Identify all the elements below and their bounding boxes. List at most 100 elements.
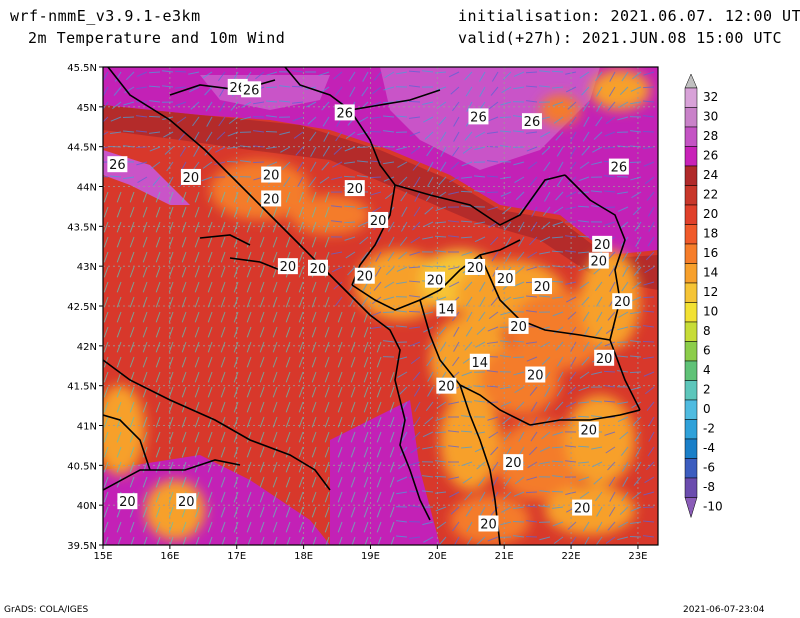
- wind-barb: [525, 71, 538, 74]
- wind-barb: [285, 401, 291, 413]
- wind-barb: [181, 296, 187, 308]
- wind-barb: [384, 281, 395, 289]
- wind-barb: [422, 101, 434, 105]
- wind-barb: [129, 521, 135, 533]
- wind-barb: [632, 71, 642, 80]
- wind-barb: [129, 251, 135, 263]
- wind-barb: [175, 101, 187, 107]
- wind-barb: [376, 431, 382, 443]
- wind-barb: [567, 386, 577, 395]
- wind-barb: [551, 250, 564, 253]
- wind-barb: [193, 146, 200, 157]
- wind-barb: [399, 236, 408, 246]
- wind-barb: [389, 386, 395, 398]
- wind-barb: [427, 386, 434, 397]
- wind-barb: [634, 431, 642, 442]
- wind-barb: [142, 326, 148, 338]
- wind-barb: [292, 116, 304, 122]
- contour-label: 20: [467, 261, 484, 276]
- wind-barb: [376, 356, 382, 368]
- wind-barb: [207, 191, 213, 203]
- wind-barb: [125, 71, 135, 81]
- wind-barb: [565, 491, 577, 495]
- wind-barb: [297, 176, 304, 187]
- wind-barb: [499, 116, 512, 119]
- wind-barb: [383, 161, 395, 165]
- wind-barb: [155, 491, 161, 503]
- contour-label: 20: [370, 214, 387, 229]
- wind-barb: [142, 341, 148, 353]
- lat-tick-label: 43N: [77, 262, 97, 273]
- lat-tick-label: 40N: [77, 501, 97, 512]
- wind-barb: [426, 356, 434, 367]
- wind-barb: [103, 116, 109, 123]
- wind-barb: [205, 131, 213, 142]
- wind-barb: [311, 326, 317, 338]
- wind-barb: [570, 356, 577, 367]
- contour-label-box: [495, 270, 516, 287]
- wind-barb: [181, 356, 187, 368]
- wind-barb: [595, 116, 603, 127]
- wind-barb: [389, 446, 395, 458]
- wind-barb: [311, 431, 317, 443]
- wind-barb: [103, 491, 109, 503]
- wind-barb: [526, 476, 538, 481]
- wind-barb: [181, 446, 187, 458]
- wind-barb: [435, 491, 447, 494]
- wind-barb: [646, 191, 655, 201]
- wind-barb: [517, 236, 525, 247]
- wind-barb: [422, 446, 434, 450]
- wind-barb: [361, 296, 369, 307]
- wind-barb: [630, 340, 642, 343]
- wind-barb: [116, 206, 122, 218]
- wind-barb: [337, 521, 343, 533]
- contour-label-box: [261, 190, 282, 207]
- wind-barb: [475, 131, 486, 138]
- wind-barb: [311, 356, 317, 368]
- lat-tick-label: 40.5N: [67, 461, 97, 472]
- wind-barb: [246, 206, 252, 218]
- wind-barb: [513, 296, 525, 300]
- wind-barb: [103, 251, 109, 263]
- wind-barb: [518, 431, 525, 442]
- wind-barb: [465, 296, 473, 307]
- wind-barb: [593, 341, 603, 350]
- wind-barb: [409, 131, 421, 137]
- wind-barb: [207, 281, 213, 293]
- wind-barb: [409, 85, 421, 88]
- wind-barb: [462, 146, 473, 154]
- wind-barb: [246, 401, 252, 413]
- lat-tick-label: 45.5N: [67, 63, 97, 74]
- wind-barb: [220, 311, 226, 323]
- wind-barb: [259, 266, 265, 278]
- wind-barb: [285, 341, 291, 353]
- contour-label-box: [588, 252, 609, 269]
- wind-barb: [181, 311, 187, 323]
- wind-barb: [265, 86, 278, 89]
- wind-barb: [487, 160, 499, 163]
- wind-barb: [460, 190, 473, 193]
- wind-barb: [453, 131, 460, 142]
- wind-barb: [363, 326, 369, 338]
- wind-barb: [541, 356, 551, 365]
- wind-barb: [246, 221, 252, 233]
- wind-barb: [504, 476, 512, 487]
- wind-barb: [202, 71, 213, 79]
- longitude-axis: 15E 16E 17E 18E 19E 20E 21E 22E 23E: [93, 545, 647, 562]
- wind-barb: [385, 191, 395, 200]
- wind-barb: [220, 461, 226, 473]
- wind-barb: [608, 506, 616, 517]
- wind-barb: [194, 386, 200, 398]
- wind-barb: [539, 446, 551, 453]
- wind-barb: [259, 221, 265, 233]
- wind-barb: [453, 326, 460, 337]
- wind-barb: [477, 476, 486, 487]
- wind-barb: [630, 176, 642, 181]
- wind-barb: [168, 251, 174, 263]
- wind-barb: [310, 161, 317, 172]
- wind-barb: [552, 431, 564, 436]
- contour-label: 20: [183, 171, 200, 186]
- wind-barb: [155, 521, 161, 533]
- wind-barb: [350, 326, 356, 338]
- wind-barb: [551, 446, 564, 449]
